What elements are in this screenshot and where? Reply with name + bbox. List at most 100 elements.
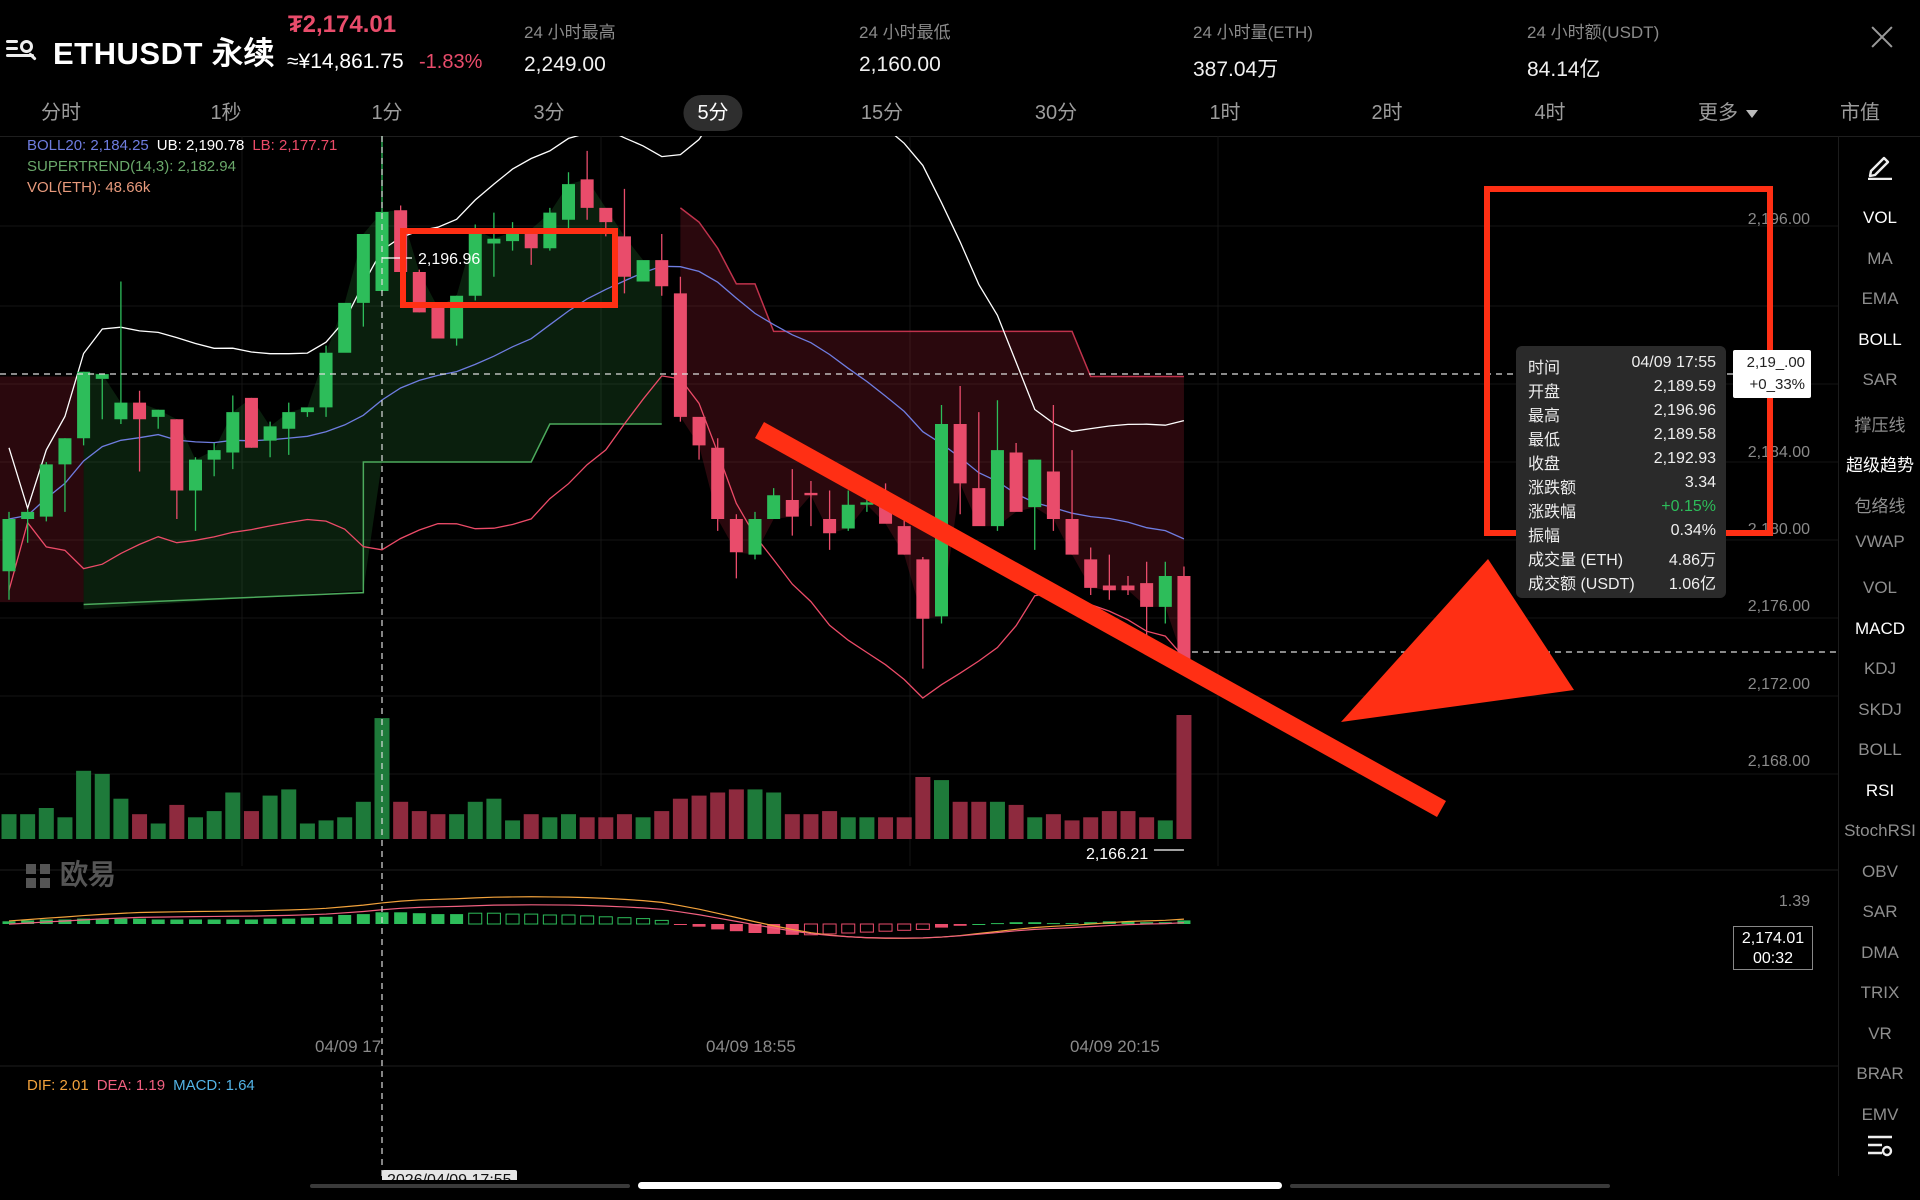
indicator-boll[interactable]: BOLL bbox=[1858, 329, 1902, 349]
tab-1m[interactable]: 1分 bbox=[371, 102, 403, 124]
indicator-macd[interactable]: MACD bbox=[1854, 618, 1906, 638]
current-price: 2,174.01 bbox=[1741, 930, 1805, 947]
kline-chart[interactable]: 2,196.002,188.002,184.002,180.002,176.00… bbox=[0, 136, 1838, 1180]
volume-bar bbox=[430, 814, 446, 839]
indicator-dma[interactable]: DMA bbox=[1861, 942, 1899, 962]
macd-bar bbox=[282, 918, 296, 924]
tooltip-row: 最高 2,196.96 bbox=[1528, 402, 1716, 426]
tab-5m[interactable]: 5分 bbox=[683, 95, 743, 131]
tab-2h[interactable]: 2时 bbox=[1371, 102, 1403, 124]
volume-bar bbox=[113, 798, 129, 839]
cny-price: ≈¥14,861.75 bbox=[287, 50, 404, 73]
volume-bar bbox=[1101, 811, 1117, 839]
indicator-ema[interactable]: EMA bbox=[1861, 289, 1899, 308]
x-axis-tick: 04/09 18:55 bbox=[706, 1037, 796, 1056]
volume-bar bbox=[710, 792, 726, 839]
tab-3m[interactable]: 3分 bbox=[533, 102, 565, 124]
volume-bar bbox=[579, 817, 595, 839]
candle-body bbox=[244, 397, 258, 448]
tab-1s[interactable]: 1秒 bbox=[210, 102, 242, 124]
stat-24h-high: 24 小时最高 2,249.00 bbox=[524, 18, 616, 77]
candle-body bbox=[823, 519, 837, 534]
indicator-超级趋势[interactable]: 超级趋势 bbox=[1846, 456, 1914, 475]
tooltip-row: 最低 2,189.58 bbox=[1528, 426, 1716, 450]
indicator-vol[interactable]: VOL bbox=[1862, 578, 1898, 597]
watermark-logo bbox=[26, 864, 36, 874]
high-marker-label: 2,196.96 bbox=[418, 251, 480, 268]
symbol-title[interactable]: ETHUSDT 永续 bbox=[53, 36, 275, 71]
indicator-brar[interactable]: BRAR bbox=[1856, 1064, 1904, 1083]
watermark-logo bbox=[26, 878, 36, 888]
indicator-vwap[interactable]: VWAP bbox=[1855, 532, 1905, 551]
macd-bar bbox=[673, 924, 687, 925]
tab-15m[interactable]: 15分 bbox=[860, 102, 904, 124]
tooltip-key: 开盘 bbox=[1528, 384, 1561, 401]
indicator-rsi[interactable]: RSI bbox=[1865, 780, 1895, 800]
indicator-sar[interactable]: SAR bbox=[1862, 902, 1898, 921]
tab-1h[interactable]: 1时 bbox=[1209, 102, 1241, 124]
indicator-settings-icon[interactable] bbox=[1866, 1132, 1894, 1158]
volume-bar bbox=[169, 804, 185, 839]
legend-volume: VOL(ETH): 48.66k bbox=[27, 179, 151, 196]
main-legend-row-1: BOLL20: 2,184.25 UB: 2,190.78 LB: 2,177.71 bbox=[27, 137, 345, 154]
indicator-vol[interactable]: VOL bbox=[1862, 208, 1898, 227]
macd-bar bbox=[822, 923, 837, 935]
candle-body bbox=[990, 450, 1004, 527]
tooltip-row: 时间 04/09 17:55 bbox=[1528, 354, 1716, 378]
draw-tool-icon[interactable] bbox=[1865, 150, 1895, 180]
stat-label: 24 小时额(USDT) bbox=[1527, 23, 1660, 42]
volume-bar bbox=[822, 811, 838, 839]
volume-bar bbox=[505, 820, 521, 839]
volume-bar bbox=[728, 789, 744, 839]
tab-30m[interactable]: 30分 bbox=[1034, 102, 1078, 124]
close-icon[interactable] bbox=[1868, 23, 1896, 51]
macd-bar bbox=[748, 924, 762, 933]
candle-body bbox=[487, 238, 501, 244]
volume-bar bbox=[337, 817, 353, 839]
volume-bar bbox=[411, 811, 427, 839]
volume-bar bbox=[989, 801, 1005, 839]
macd-bar bbox=[803, 923, 818, 936]
macd-bar bbox=[263, 918, 277, 924]
legend-ub: UB: 2,190.78 bbox=[156, 137, 245, 154]
indicator-撑压线[interactable]: 撑压线 bbox=[1854, 415, 1906, 435]
indicator-包络线[interactable]: 包络线 bbox=[1854, 496, 1906, 516]
indicator-sar[interactable]: SAR bbox=[1862, 370, 1898, 389]
macd-bar bbox=[58, 919, 72, 924]
tab-4h[interactable]: 4时 bbox=[1534, 102, 1566, 124]
indicator-vr[interactable]: VR bbox=[1868, 1023, 1892, 1043]
market-list-icon[interactable] bbox=[6, 36, 38, 61]
indicator-obv[interactable]: OBV bbox=[1862, 861, 1898, 881]
tooltip-value: +0.15% bbox=[1661, 498, 1716, 515]
indicator-kdj[interactable]: KDJ bbox=[1863, 659, 1897, 678]
boll-lower-line bbox=[8, 375, 1185, 699]
watermark-logo bbox=[40, 864, 50, 874]
macd-axis-tick: 1.39 bbox=[1779, 893, 1810, 910]
tab-time-sharing[interactable]: 分时 bbox=[41, 102, 81, 124]
stat-value: 2,160.00 bbox=[859, 53, 941, 76]
kline-canvas[interactable]: 2,196.002,188.002,184.002,180.002,176.00… bbox=[0, 136, 1838, 1180]
indicator-trix[interactable]: TRIX bbox=[1860, 983, 1900, 1002]
candle-body bbox=[468, 229, 482, 296]
volume-bar bbox=[150, 823, 166, 839]
boll-upper-line bbox=[8, 136, 1185, 511]
ohlc-tooltip: 时间 04/09 17:55 开盘 2,189.59 最高 2,196.96 最低 2,… bbox=[1516, 346, 1726, 598]
indicator-emv[interactable]: EMV bbox=[1861, 1104, 1899, 1124]
indicator-skdj[interactable]: SKDJ bbox=[1858, 699, 1902, 719]
tab-market-cap[interactable]: 市值 bbox=[1840, 102, 1880, 124]
home-indicator[interactable] bbox=[638, 1182, 1282, 1189]
tooltip-key: 最低 bbox=[1528, 432, 1561, 449]
tooltip-key: 涨跌幅 bbox=[1528, 504, 1577, 521]
volume-bar bbox=[188, 817, 203, 839]
indicator-boll[interactable]: BOLL bbox=[1858, 740, 1902, 759]
volume-bar bbox=[561, 814, 576, 839]
tab-more[interactable]: 更多 bbox=[1684, 95, 1772, 131]
macd-bar bbox=[878, 923, 893, 932]
watermark-text: 欧易 bbox=[60, 858, 116, 891]
indicator-ma[interactable]: MA bbox=[1867, 248, 1893, 268]
macd-bar bbox=[394, 912, 408, 924]
candle-body bbox=[282, 412, 296, 429]
volume-bar bbox=[784, 814, 800, 839]
indicator-stochrsi[interactable]: StochRSI bbox=[1844, 821, 1916, 840]
candle-body bbox=[655, 260, 669, 287]
